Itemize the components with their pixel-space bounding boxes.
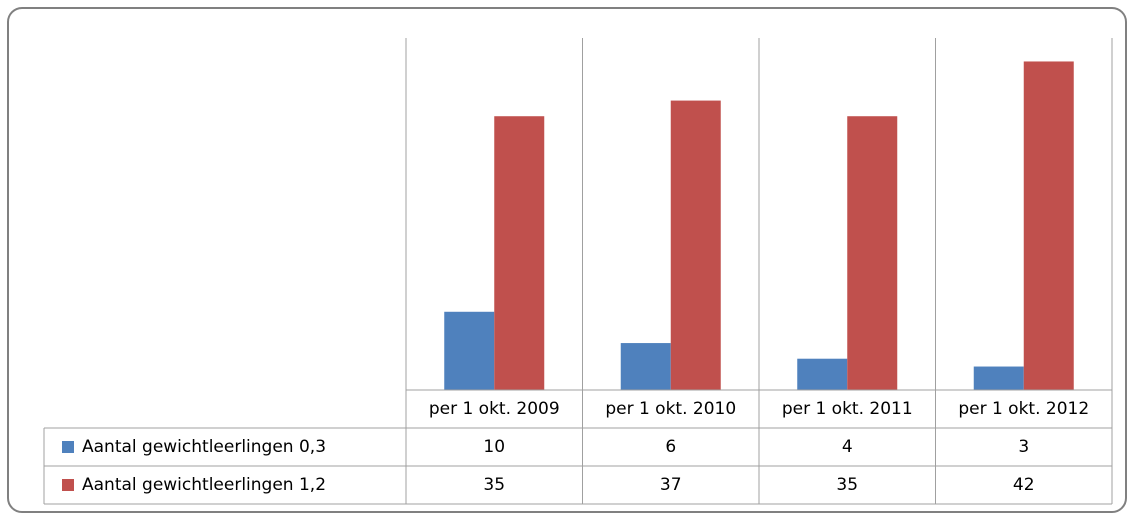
bar	[1023, 61, 1074, 390]
bar	[670, 100, 721, 391]
bar	[494, 116, 545, 390]
table-value: 4	[842, 437, 853, 457]
table-value: 37	[660, 475, 682, 495]
table-value: 35	[836, 475, 858, 495]
category-label: per 1 okt. 2011	[782, 399, 913, 419]
bar	[973, 366, 1024, 390]
bar	[444, 311, 495, 390]
bar	[847, 116, 898, 390]
legend-label: Aantal gewichtleerlingen 1,2	[82, 475, 326, 495]
category-label: per 1 okt. 2009	[429, 399, 560, 419]
table-value: 6	[665, 437, 676, 457]
bar	[620, 343, 671, 390]
table-value: 35	[483, 475, 505, 495]
legend-label: Aantal gewichtleerlingen 0,3	[82, 437, 326, 457]
category-label: per 1 okt. 2012	[958, 399, 1089, 419]
table-value: 10	[483, 437, 505, 457]
table-value: 3	[1018, 437, 1029, 457]
category-label: per 1 okt. 2010	[605, 399, 736, 419]
legend-swatch	[62, 479, 74, 491]
bar	[797, 358, 848, 390]
table-value: 42	[1013, 475, 1035, 495]
legend-swatch	[62, 441, 74, 453]
